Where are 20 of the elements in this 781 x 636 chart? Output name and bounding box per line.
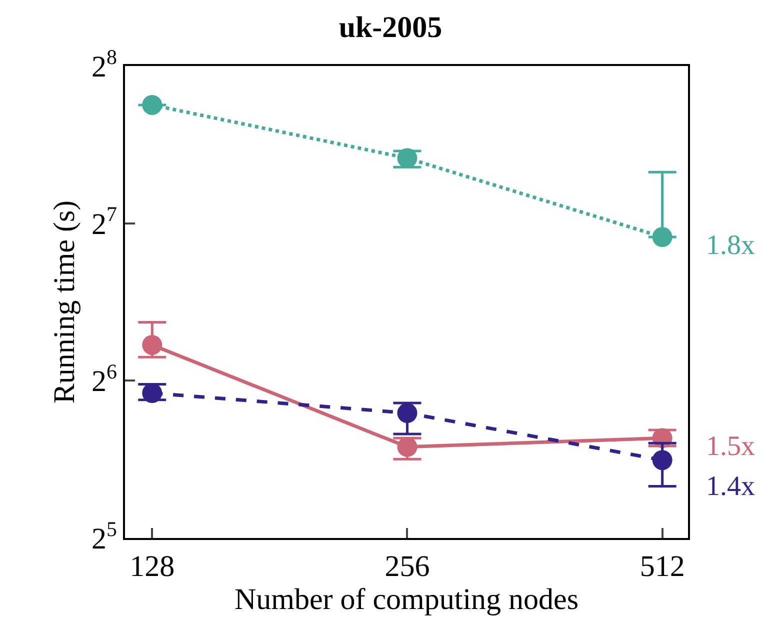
point — [397, 148, 418, 168]
point — [652, 450, 672, 470]
y-tick-label: 2$^{5}$ — [92, 516, 117, 556]
point — [142, 334, 162, 355]
y-axis-title: Running time (s) — [48, 200, 81, 404]
y-tick-label: 2$^{6}$ — [92, 360, 117, 398]
text: 1.5x — [706, 431, 755, 462]
point — [397, 436, 418, 457]
x-tick-label: 256 — [384, 550, 430, 583]
chart-title: uk-2005 — [338, 10, 442, 44]
point — [397, 403, 418, 423]
text: 1.4x — [706, 471, 755, 502]
x-axis-title: Number of computing nodes — [234, 583, 579, 616]
text: 1.8x — [706, 230, 755, 261]
x-tick-label: 512 — [640, 550, 685, 583]
point — [652, 227, 672, 248]
y-tick-label: 2$^{7}$ — [92, 202, 117, 241]
point — [142, 94, 162, 115]
y-tick-label: 2$^{8}$ — [92, 44, 117, 84]
x-tick-label: 128 — [130, 550, 175, 583]
